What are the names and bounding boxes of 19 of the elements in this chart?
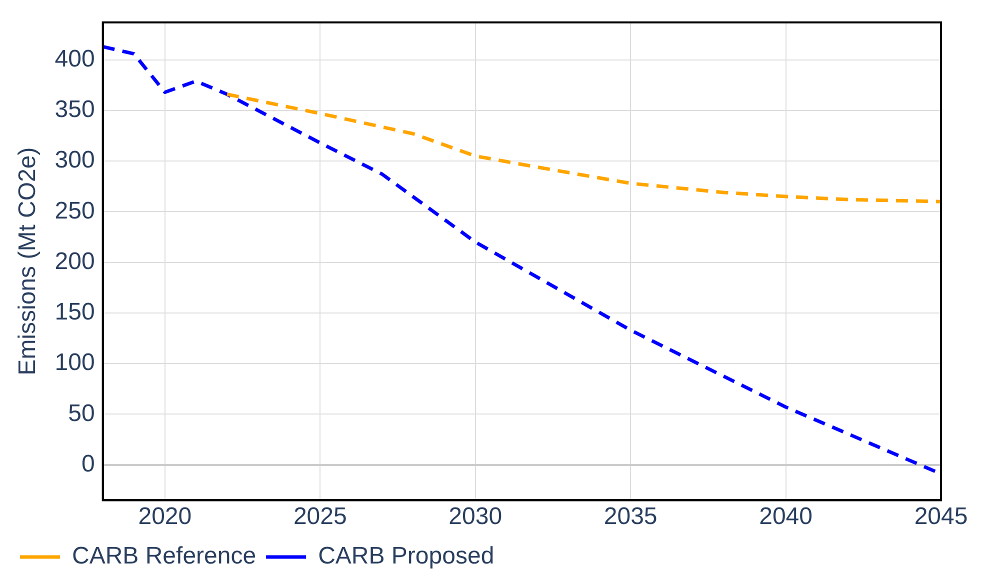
x-tick-label: 2040 <box>759 503 812 530</box>
y-tick-label: 0 <box>81 450 95 478</box>
x-tick-label: 2035 <box>604 503 658 530</box>
legend-label: CARB Reference <box>72 542 256 570</box>
legend-label: CARB Proposed <box>318 542 494 570</box>
y-tick-label: 50 <box>68 400 95 427</box>
x-tick-label: 2025 <box>293 503 347 530</box>
y-tick-label: 400 <box>54 45 95 72</box>
x-tick-label: 2030 <box>448 503 502 530</box>
y-tick-label: 100 <box>54 349 95 376</box>
y-tick-label: 350 <box>54 96 95 124</box>
y-axis-title: Emissions (Mt CO2e) <box>14 147 42 376</box>
y-tick-label: 250 <box>54 197 95 224</box>
line-series <box>225 92 941 204</box>
y-tick-label: 200 <box>54 248 95 275</box>
x-tick-label: 2045 <box>914 503 968 530</box>
y-tick-label: 150 <box>54 298 95 326</box>
x-tick-label: 2020 <box>138 503 192 530</box>
y-tick-label: 300 <box>54 146 95 174</box>
